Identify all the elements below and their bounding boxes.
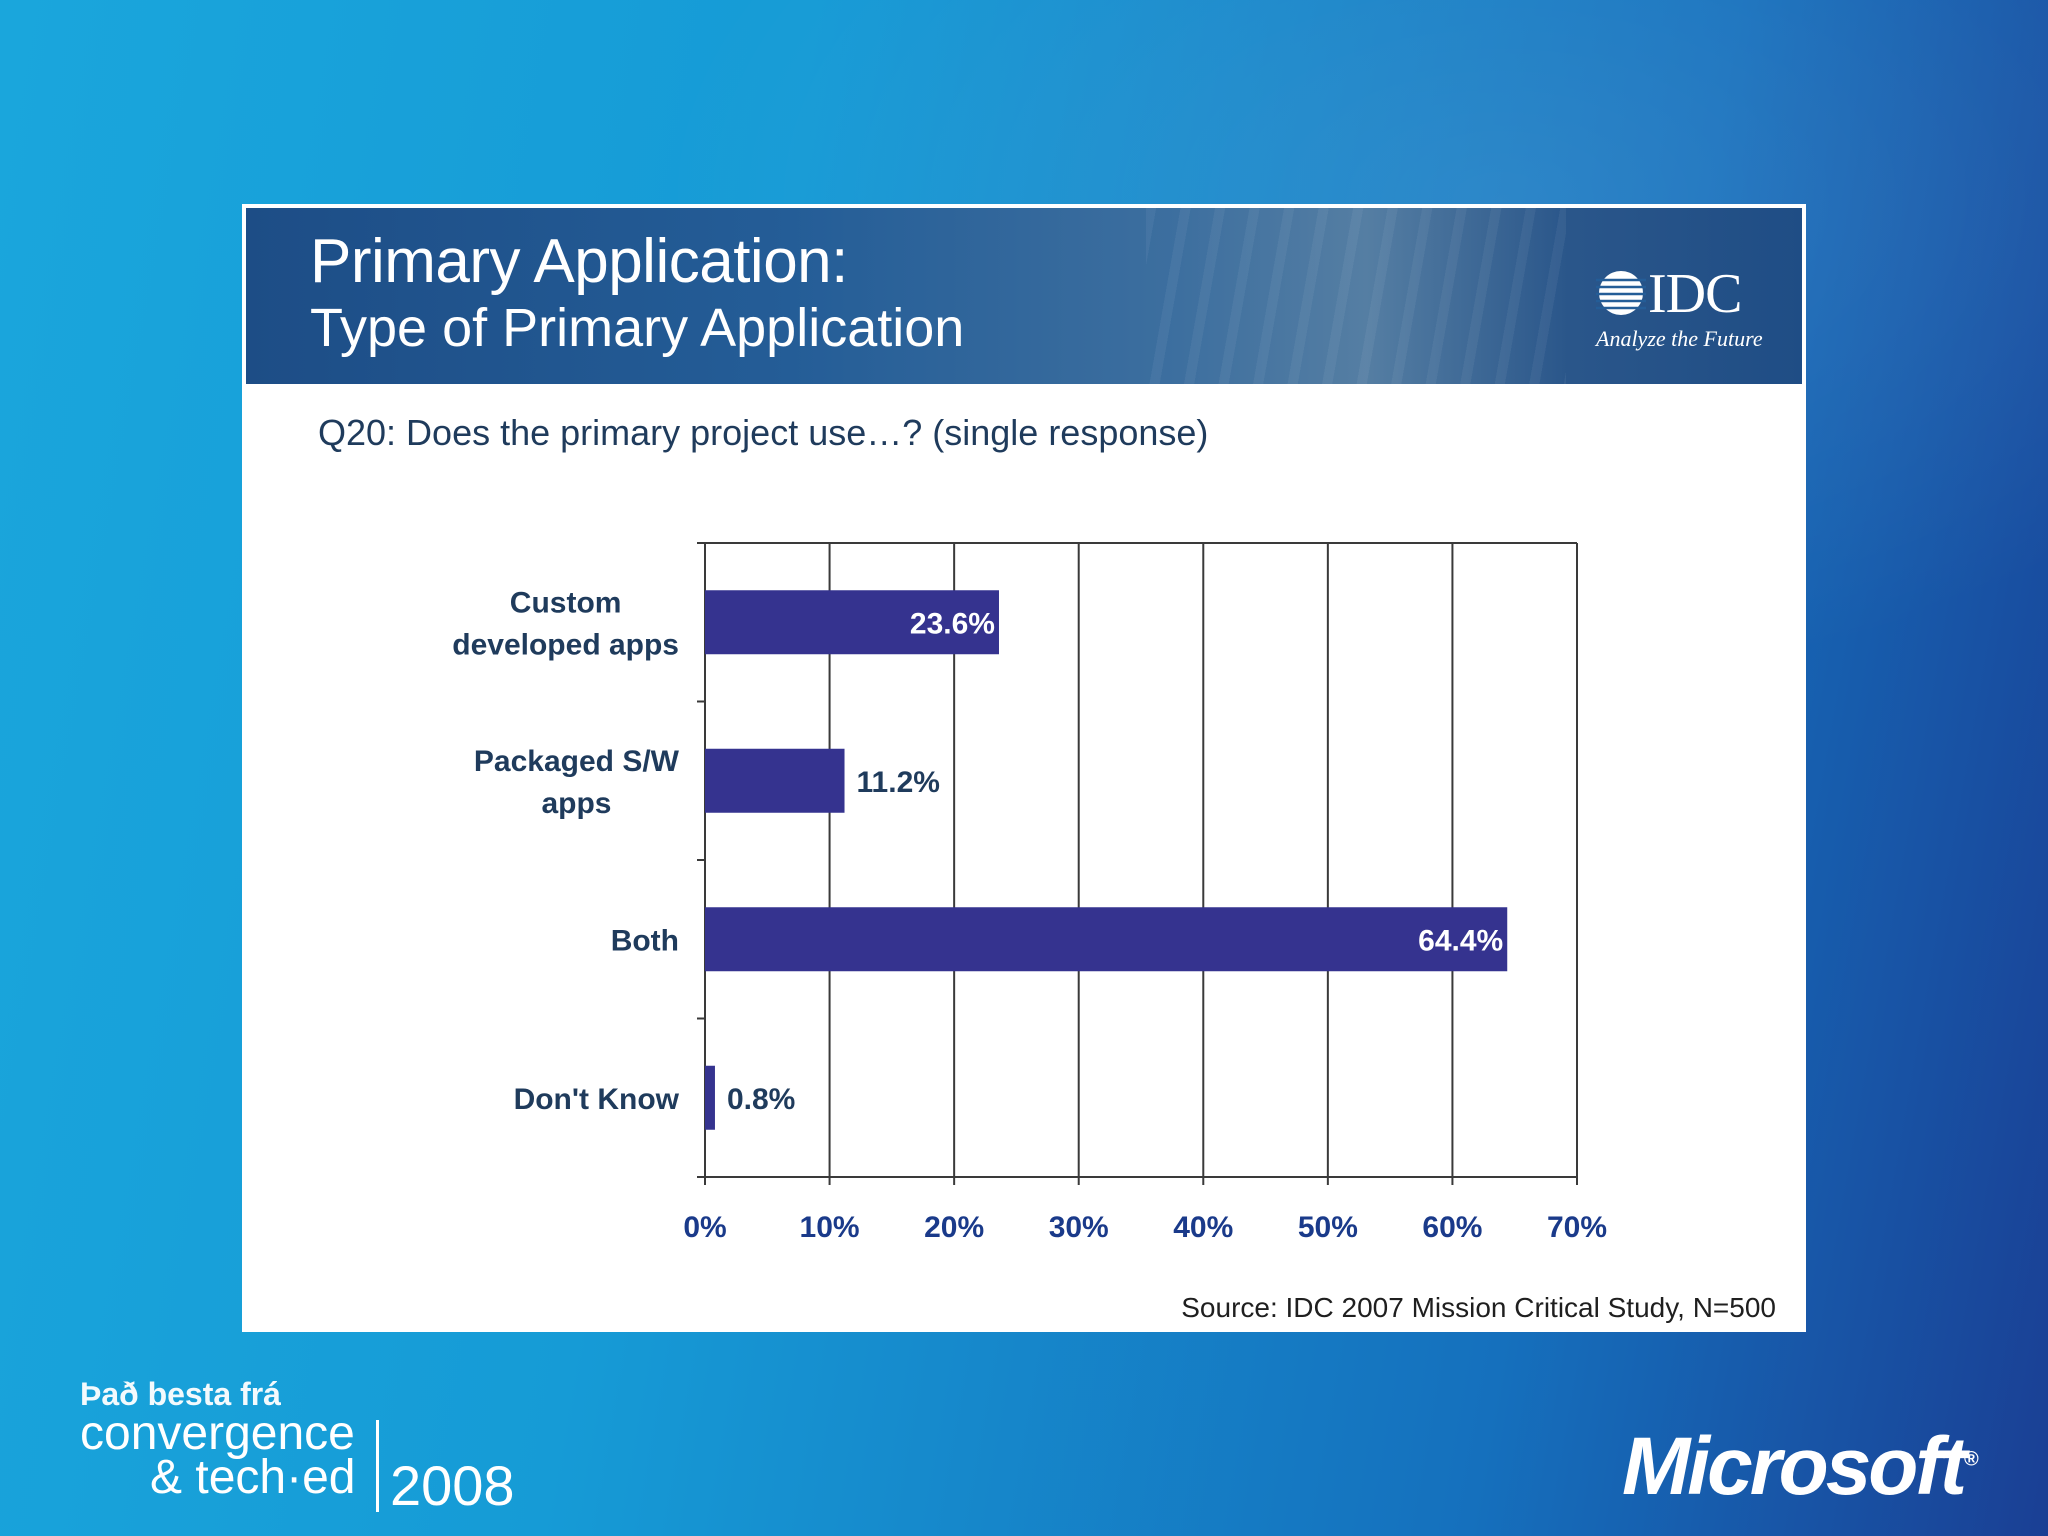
category-label: Packaged S/W <box>474 745 680 778</box>
category-label: Both <box>611 924 679 957</box>
bar-2 <box>705 907 1508 972</box>
microsoft-logo: Microsoft® <box>1622 1421 1979 1512</box>
event-branding: Það besta frá convergence & tech·ed 2008 <box>80 1376 515 1514</box>
bar-3 <box>705 1065 715 1130</box>
idc-tagline: Analyze the Future <box>1596 326 1763 351</box>
data-label: 64.4% <box>1418 924 1503 957</box>
event-tagline: Það besta frá <box>80 1376 281 1412</box>
idc-logo: IDC Analyze the Future <box>1596 260 1796 360</box>
source-note: Source: IDC 2007 Mission Critical Study,… <box>1181 1292 1776 1323</box>
event-name-convergence: convergence <box>80 1407 355 1460</box>
slide-title: Primary Application: <box>310 227 848 296</box>
slide-subtitle: Type of Primary Application <box>310 298 965 358</box>
idc-globe-icon <box>1596 271 1646 315</box>
bar-1 <box>705 748 845 813</box>
category-label: developed apps <box>452 628 679 661</box>
x-tick-label: 0% <box>683 1211 726 1244</box>
x-tick-label: 40% <box>1173 1211 1233 1244</box>
microsoft-wordmark: Microsoft <box>1622 1421 1967 1512</box>
slide-panel: Primary Application: Type of Primary App… <box>242 204 1806 1332</box>
data-label: 0.8% <box>727 1083 795 1116</box>
bar-0 <box>705 590 999 655</box>
survey-question: Q20: Does the primary project use…? (sin… <box>318 412 1209 453</box>
x-tick-label: 70% <box>1547 1211 1607 1244</box>
data-label: 11.2% <box>857 766 940 799</box>
category-label: Don't Know <box>514 1083 680 1116</box>
idc-wordmark: IDC <box>1648 263 1742 325</box>
x-tick-label: 30% <box>1049 1211 1109 1244</box>
banner-decoration <box>1146 208 1566 384</box>
bar-chart: 0% 10% 20% 30% 40% 50% 60% 70% Custom developed a… <box>452 542 1607 1244</box>
x-tick-label: 10% <box>800 1211 860 1244</box>
x-tick-label: 50% <box>1298 1211 1358 1244</box>
event-year: 2008 <box>390 1454 515 1517</box>
category-label: Custom <box>510 586 622 619</box>
title-banner: Primary Application: Type of Primary App… <box>246 208 1802 384</box>
data-label: 23.6% <box>910 607 995 640</box>
event-name-tech-ed: & tech·ed <box>150 1451 356 1504</box>
x-tick-label: 60% <box>1422 1211 1482 1244</box>
event-divider <box>376 1420 379 1512</box>
category-label: apps <box>541 787 611 820</box>
x-tick-label: 20% <box>924 1211 984 1244</box>
